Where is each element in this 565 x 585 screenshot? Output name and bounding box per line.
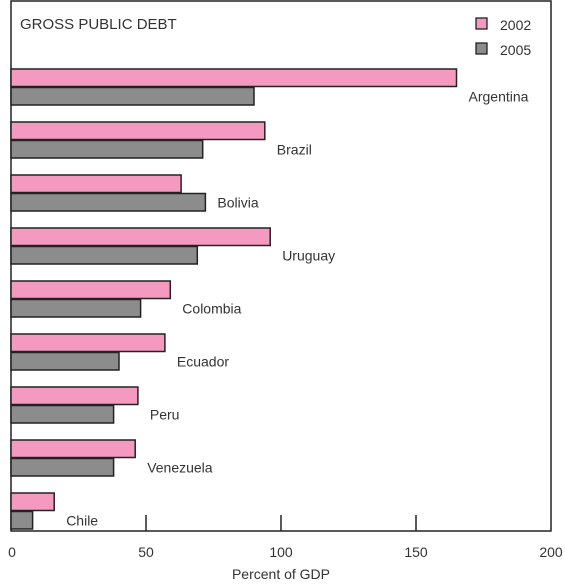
legend-swatch-2005	[475, 42, 488, 55]
bar-colombia-2002	[10, 280, 172, 300]
legend-label-2002: 2002	[500, 17, 531, 33]
x-axis-ticks: 0 50 100 150 200	[8, 515, 563, 560]
x-tick-label: 0	[8, 544, 16, 560]
bar-argentina-2005	[10, 86, 255, 106]
category-labels: Argentina Brazil Bolivia Uruguay Colombia Ecu…	[66, 89, 528, 529]
chart-title: GROSS PUBLIC DEBT	[20, 16, 177, 33]
bar-argentina-2002	[10, 68, 458, 88]
bar-chile-2002	[10, 492, 55, 512]
legend-swatch-2002	[475, 17, 488, 30]
x-tick-label: 100	[269, 544, 293, 560]
bar-brazil-2005	[10, 139, 204, 159]
bar-uruguay-2002	[10, 227, 271, 247]
bar-colombia-2005	[10, 298, 142, 318]
bar-bolivia-2002	[10, 174, 182, 194]
x-tick-label: 150	[404, 544, 428, 560]
x-axis-label: Percent of GDP	[232, 566, 330, 582]
bar-chile-2005	[10, 510, 34, 530]
bar-uruguay-2005	[10, 245, 199, 265]
category-label: Chile	[66, 513, 98, 529]
x-tick-label: 50	[138, 544, 154, 560]
category-label: Ecuador	[177, 354, 229, 370]
bars-group	[10, 68, 458, 530]
category-label: Colombia	[182, 301, 241, 317]
bar-bolivia-2005	[10, 192, 207, 212]
category-label: Bolivia	[217, 195, 258, 211]
category-label: Brazil	[277, 142, 312, 158]
legend-label-2005: 2005	[500, 42, 531, 58]
category-label: Uruguay	[282, 248, 335, 264]
legend: 2002 2005	[475, 17, 531, 58]
category-label: Argentina	[469, 89, 529, 105]
category-label: Peru	[150, 407, 180, 423]
bar-venezuela-2005	[10, 457, 115, 477]
bar-ecuador-2005	[10, 351, 120, 371]
bar-ecuador-2002	[10, 333, 166, 353]
bar-peru-2002	[10, 386, 139, 406]
bar-peru-2005	[10, 404, 115, 424]
bar-brazil-2002	[10, 121, 266, 141]
bar-venezuela-2002	[10, 439, 136, 459]
category-label: Venezuela	[147, 460, 213, 476]
x-tick-label: 200	[539, 544, 563, 560]
